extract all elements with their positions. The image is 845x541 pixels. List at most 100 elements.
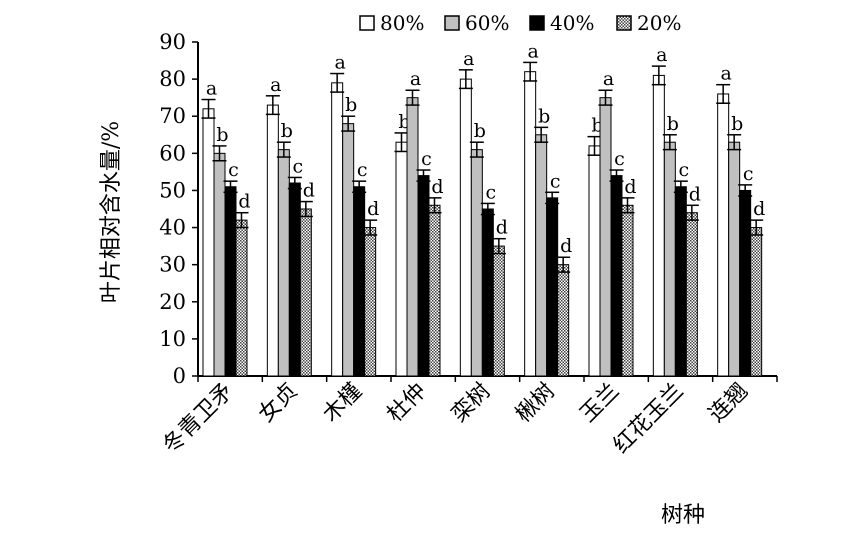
y-tick-label: 70	[159, 104, 186, 128]
x-tick-label: 连翘	[704, 379, 753, 428]
bar	[224, 186, 237, 377]
significance-letter: c	[679, 159, 690, 181]
y-axis-label: 叶片相对含水量/%	[99, 121, 124, 303]
x-tick-label: 木槿	[318, 379, 367, 428]
bar	[535, 134, 548, 377]
significance-letter: a	[463, 48, 474, 70]
significance-letter: d	[560, 235, 572, 257]
legend-swatch	[359, 15, 375, 31]
bar	[364, 227, 377, 377]
bar	[331, 82, 344, 377]
y-tick-label: 60	[159, 141, 186, 165]
bar	[750, 227, 763, 377]
bar	[524, 71, 537, 377]
y-tick-label: 90	[159, 30, 186, 54]
significance-letter: a	[410, 68, 421, 90]
y-tick-label: 20	[159, 290, 186, 314]
y-tick-label: 30	[159, 253, 186, 277]
bar	[588, 145, 601, 377]
significance-letter: a	[206, 78, 217, 100]
bar	[663, 141, 676, 377]
significance-letter: c	[743, 163, 754, 185]
bar	[652, 74, 665, 377]
significance-letter: a	[528, 40, 539, 62]
significance-letter: b	[345, 94, 357, 116]
bar	[213, 152, 226, 377]
significance-letter: b	[281, 120, 293, 142]
legend-swatch	[616, 15, 632, 31]
bar	[481, 208, 494, 377]
bar	[202, 108, 215, 377]
significance-letter: a	[270, 74, 281, 96]
bar	[288, 182, 301, 377]
legend-label: 40%	[550, 11, 594, 35]
legend-label: 60%	[465, 11, 509, 35]
x-tick-label: 楸树	[511, 379, 560, 428]
bar	[406, 97, 419, 377]
bar	[610, 175, 623, 377]
significance-letter: d	[689, 183, 701, 205]
bar	[599, 97, 612, 377]
bar	[470, 149, 483, 377]
bar	[492, 245, 505, 377]
significance-letter: a	[603, 68, 614, 90]
significance-letter: b	[216, 124, 228, 146]
x-tick-label: 栾树	[447, 379, 496, 428]
bar	[417, 175, 430, 377]
bar	[395, 141, 408, 377]
y-tick-label: 50	[159, 178, 186, 202]
significance-letter: d	[238, 191, 250, 213]
y-tick-label: 40	[159, 216, 186, 240]
significance-letter: c	[293, 155, 304, 177]
x-tick-label: 红花玉兰	[609, 379, 689, 459]
significance-letter: c	[228, 159, 239, 181]
bar	[685, 212, 698, 377]
significance-letter: c	[357, 159, 368, 181]
significance-letter: b	[474, 120, 486, 142]
significance-letter: c	[486, 181, 497, 203]
y-tick-label: 10	[159, 327, 186, 351]
significance-letter: a	[656, 44, 667, 66]
bar	[277, 149, 290, 377]
x-tick-label: 玉兰	[576, 379, 625, 428]
y-tick-label: 0	[173, 364, 186, 388]
significance-letter: b	[538, 105, 550, 127]
significance-letter: d	[431, 176, 443, 198]
significance-letter: c	[421, 148, 432, 170]
x-axis-label: 树种	[661, 503, 705, 528]
legend: 80% 60% 40% 20%	[359, 11, 681, 35]
legend-label: 80%	[380, 11, 424, 35]
bar	[459, 78, 472, 377]
bar	[739, 189, 752, 377]
significance-letter: d	[624, 176, 636, 198]
significance-letter: d	[496, 217, 508, 239]
x-tick-label: 女贞	[254, 379, 303, 428]
significance-letter: b	[731, 113, 743, 135]
bar	[266, 104, 279, 377]
bar	[717, 93, 730, 377]
bar	[235, 219, 248, 377]
bar	[728, 141, 741, 377]
significance-letter: d	[367, 198, 379, 220]
significance-letter: c	[614, 148, 625, 170]
bar	[428, 204, 441, 377]
bar	[353, 186, 366, 377]
x-tick-label: 杜仲	[383, 379, 432, 428]
significance-letter: b	[667, 113, 679, 135]
significance-letter: c	[550, 170, 561, 192]
significance-letter: a	[721, 63, 732, 85]
significance-letter: d	[753, 198, 765, 220]
legend-label: 20%	[637, 11, 681, 35]
bar	[546, 197, 559, 377]
y-tick-label: 80	[159, 67, 186, 91]
bar	[299, 208, 312, 377]
bar	[557, 264, 570, 377]
significance-letter: a	[335, 52, 346, 74]
x-tick-label: 冬青卫矛	[158, 379, 238, 459]
legend-swatch	[529, 15, 545, 31]
bar	[674, 186, 687, 377]
legend-swatch	[444, 15, 460, 31]
bar	[621, 204, 634, 377]
